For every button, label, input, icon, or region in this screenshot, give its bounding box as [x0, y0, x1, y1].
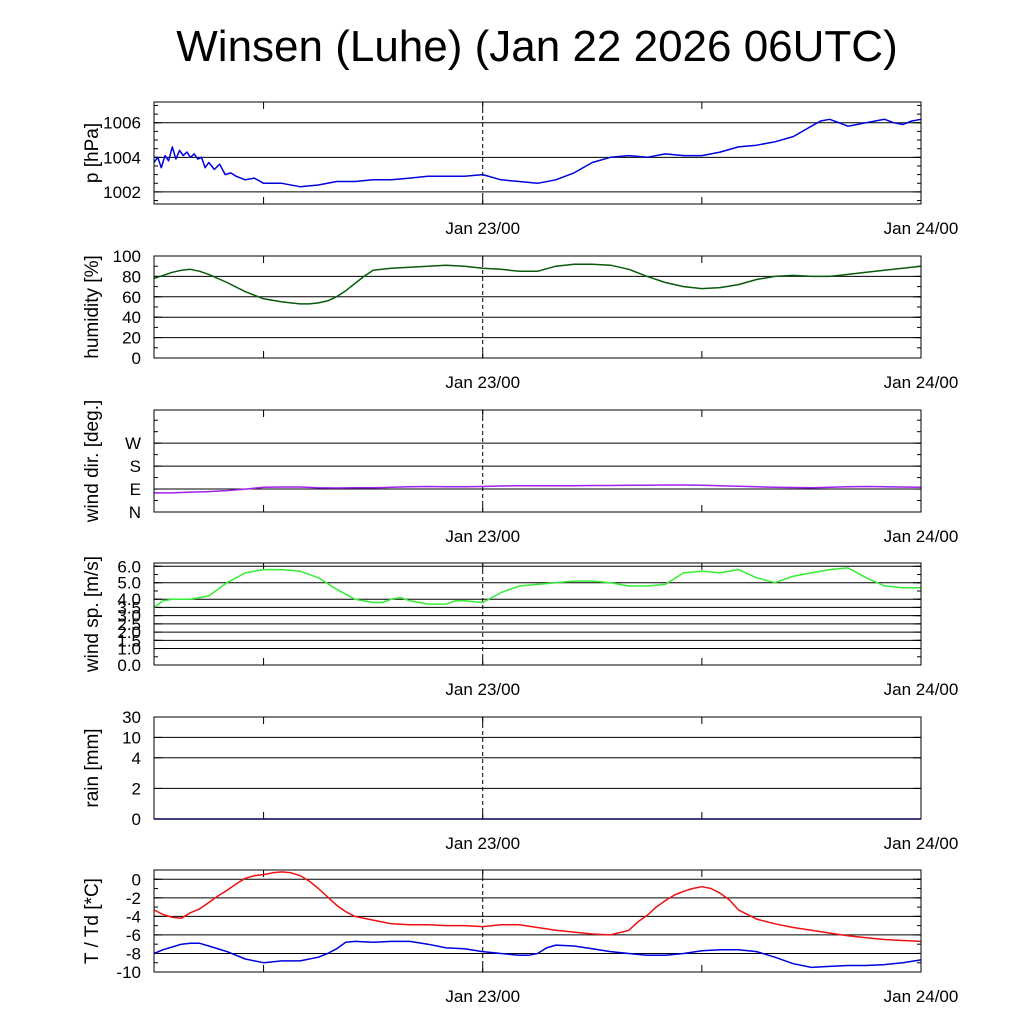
y-tick-label-humidity: 0: [132, 349, 141, 368]
y-tick-label-wind_speed: 2.5: [117, 615, 141, 634]
x-tick-label-humidity: Jan 23/00: [445, 373, 520, 392]
y-tick-label-wind_dir: W: [125, 434, 141, 453]
x-tick-label-pressure: Jan 24/00: [884, 219, 959, 238]
panel-temperature: -10-8-6-4-20 Jan 23/00 Jan 24/00 T / Td [*C…: [82, 869, 959, 1006]
x-tick-label-wind_speed: Jan 23/00: [445, 680, 520, 699]
plot-frame-wind_dir: [153, 409, 922, 513]
x-tick-label-temperature: Jan 24/00: [884, 987, 959, 1006]
y-tick-label-humidity: 80: [122, 267, 141, 286]
series-line-dewpoint: [153, 940, 922, 969]
series-line-wind_speed: [153, 567, 921, 609]
series-line-humidity: [153, 263, 922, 305]
y-axis-label-pressure: p [hPa]: [82, 123, 103, 183]
x-tick-label-rain: Jan 24/00: [884, 834, 959, 853]
y-tick-label-pressure: 1002: [103, 183, 141, 202]
plot-frame-temperature: [153, 869, 922, 973]
y-tick-label-temperature: -4: [126, 907, 141, 926]
chart-title: Winsen (Luhe) (Jan 22 2026 06UTC): [176, 22, 898, 71]
x-tick-label-temperature: Jan 23/00: [445, 987, 520, 1006]
x-tick-label-pressure: Jan 23/00: [445, 219, 520, 238]
series-line-pressure: [153, 118, 922, 188]
y-tick-label-temperature: -2: [126, 889, 141, 908]
y-tick-label-rain: 10: [122, 728, 141, 747]
y-axis-label-wind_dir: wind dir. [deg.]: [82, 400, 103, 524]
x-tick-label-humidity: Jan 24/00: [884, 373, 959, 392]
y-tick-label-wind_speed: 1.0: [117, 640, 141, 659]
y-tick-label-rain: 2: [132, 779, 141, 798]
y-axis-label-rain: rain [mm]: [82, 728, 103, 807]
y-tick-label-rain: 4: [132, 749, 141, 768]
plot-frame-rain: [153, 716, 922, 820]
y-tick-label-wind_speed: 5.0: [117, 574, 141, 593]
y-axis-label-temperature: T / Td [*C]: [82, 878, 103, 964]
y-tick-label-wind_speed: 6.0: [117, 557, 141, 576]
y-tick-label-temperature: -10: [116, 963, 141, 982]
series-line-wind_dir: [154, 484, 922, 494]
y-tick-label-wind_speed: 3.5: [117, 598, 141, 617]
plot-frame-pressure: [153, 101, 922, 205]
x-tick-label-wind_dir: Jan 23/00: [445, 527, 520, 546]
y-tick-label-temperature: -8: [126, 944, 141, 963]
y-tick-label-wind_speed: 1.5: [117, 631, 141, 650]
y-tick-label-humidity: 40: [122, 308, 141, 327]
panel-wind_speed: 0.01.01.52.02.53.03.54.05.06.0 Jan 23/00 J…: [82, 556, 958, 699]
y-axis-label-humidity: humidity [%]: [82, 255, 103, 358]
y-tick-label-humidity: 20: [122, 329, 141, 348]
y-tick-label-pressure: 1004: [103, 148, 141, 167]
y-tick-label-wind_dir: N: [129, 503, 141, 522]
y-tick-label-pressure: 1006: [103, 114, 141, 133]
x-tick-label-wind_speed: Jan 24/00: [884, 680, 959, 699]
y-tick-label-rain: 0: [132, 810, 141, 829]
y-tick-label-rain: 30: [122, 708, 141, 727]
y-tick-label-wind_dir: E: [130, 480, 141, 499]
y-tick-label-humidity: 100: [113, 247, 141, 266]
x-tick-label-rain: Jan 23/00: [445, 834, 520, 853]
plot-frame-wind_speed: [153, 562, 922, 666]
y-tick-label-wind_speed: 4.0: [117, 590, 141, 609]
y-tick-label-wind_speed: 3.0: [117, 607, 141, 626]
y-tick-label-humidity: 60: [122, 288, 141, 307]
y-axis-label-wind_speed: wind sp. [m/s]: [82, 556, 103, 673]
y-tick-label-temperature: 0: [132, 870, 141, 889]
x-tick-label-wind_dir: Jan 24/00: [884, 527, 959, 546]
y-tick-label-wind_dir: S: [130, 457, 141, 476]
series-line-temperature: [153, 871, 922, 943]
panel-pressure: 1002 1004 1006 Jan 23/00 Jan 24/00 p [hPa]: [82, 101, 959, 238]
y-tick-label-wind_speed: 0.0: [117, 656, 141, 675]
y-tick-label-wind_speed: 2.0: [117, 623, 141, 642]
plot-frame-humidity: [153, 255, 922, 359]
y-tick-label-temperature: -6: [126, 926, 141, 945]
